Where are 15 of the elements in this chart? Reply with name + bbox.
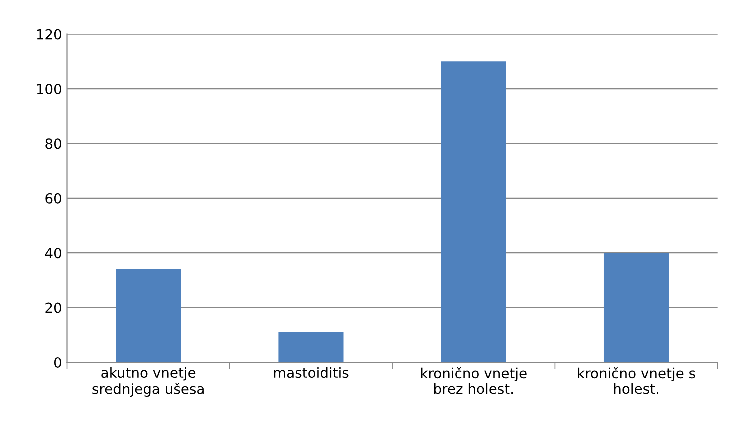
x-tick-label: mastoiditis — [274, 367, 349, 378]
y-tick-label: 120 — [37, 29, 62, 40]
y-tick-label: 40 — [45, 248, 62, 259]
x-tick-label: kronično vnetje brez holest. — [421, 367, 527, 394]
x-tick-label: akutno vnetje srednjega ušesa — [92, 367, 204, 398]
bar — [116, 270, 182, 363]
y-tick-label: 80 — [46, 138, 62, 150]
bar — [604, 253, 670, 363]
bar — [278, 332, 344, 363]
bar — [441, 62, 506, 363]
y-tick-label: 0 — [54, 357, 62, 368]
y-tick-label: 60 — [46, 193, 62, 204]
y-tick-label: 20 — [46, 302, 62, 314]
y-tick-label: 100 — [37, 84, 62, 94]
x-tick-label: kronično vnetje s holest. — [578, 367, 696, 394]
